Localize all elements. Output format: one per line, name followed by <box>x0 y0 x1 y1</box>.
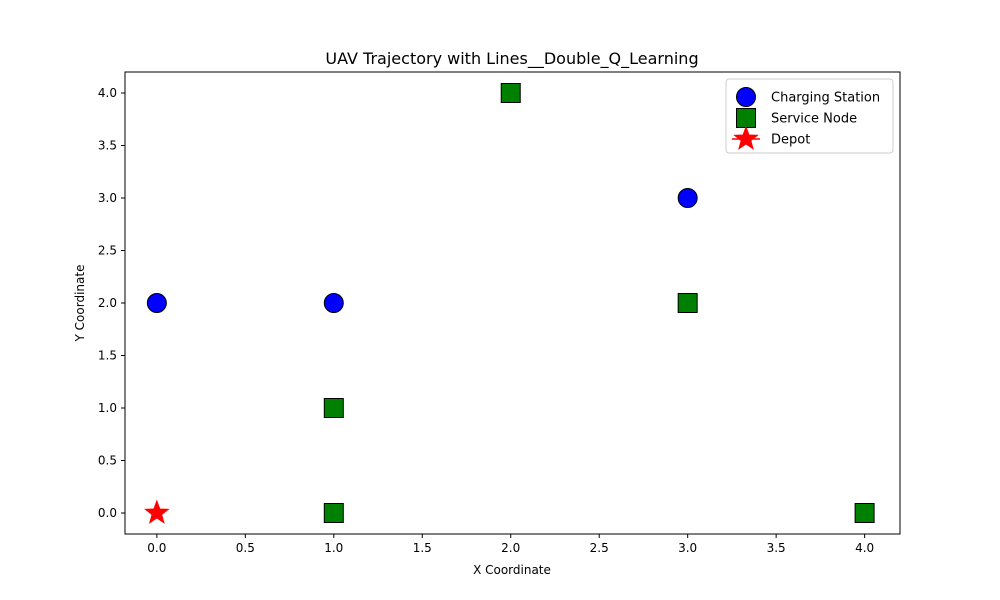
y-tick-label: 3.0 <box>98 191 117 205</box>
y-tick-label: 4.0 <box>98 86 117 100</box>
y-tick-label: 0.0 <box>98 506 117 520</box>
x-tick-label: 1.5 <box>413 541 432 555</box>
service-node-point <box>323 398 344 418</box>
y-tick-label: 2.5 <box>98 244 117 258</box>
x-tick-label: 3.5 <box>767 541 786 555</box>
y-tick-label: 1.0 <box>98 401 117 415</box>
x-tick-label: 2.0 <box>501 541 520 555</box>
legend-marker <box>733 125 759 150</box>
charging-station-point <box>323 293 344 313</box>
x-tick-label: 2.5 <box>590 541 609 555</box>
x-tick-label: 4.0 <box>855 541 874 555</box>
legend-marker <box>736 87 756 107</box>
x-tick-label: 3.0 <box>678 541 697 555</box>
series-depot <box>144 499 170 524</box>
y-tick-label: 3.5 <box>98 139 117 153</box>
axes-layer: 0.0 0.5 1.0 1.5 2.0 2.5 3.0 3.5 4.0 0.0 0.5 1.0 1.5 2… <box>98 71 901 555</box>
depot-point <box>144 499 170 524</box>
legend-label: Service Node <box>771 112 857 127</box>
service-node-point <box>677 293 698 313</box>
x-tick-label: 0.5 <box>236 541 255 555</box>
y-tick-label: 0.5 <box>98 454 117 468</box>
y-tick-label: 1.5 <box>98 349 117 363</box>
service-node-point <box>500 83 521 103</box>
legend-marker <box>736 108 756 128</box>
chart-title: UAV Trajectory with Lines__Double_Q_Lear… <box>325 49 698 69</box>
x-tick-label: 0.0 <box>147 541 166 555</box>
service-node-point <box>854 503 875 523</box>
marks-layer <box>144 83 875 524</box>
series-charging-station <box>146 188 698 313</box>
legend-box <box>725 78 894 154</box>
x-axis-label: X Coordinate <box>473 563 551 577</box>
y-tick-label: 2.0 <box>98 296 117 310</box>
legend-label: Charging Station <box>771 91 880 106</box>
charging-station-point <box>146 293 167 313</box>
y-axis-label: Y Coordinate <box>73 265 87 343</box>
charging-station-point <box>677 188 698 208</box>
legend-label: Depot <box>771 133 810 148</box>
series-service-node <box>323 83 875 523</box>
x-tick-label: 1.0 <box>324 541 343 555</box>
legend: Charging Station Service Node Depot <box>725 78 894 154</box>
service-node-point <box>323 503 344 523</box>
